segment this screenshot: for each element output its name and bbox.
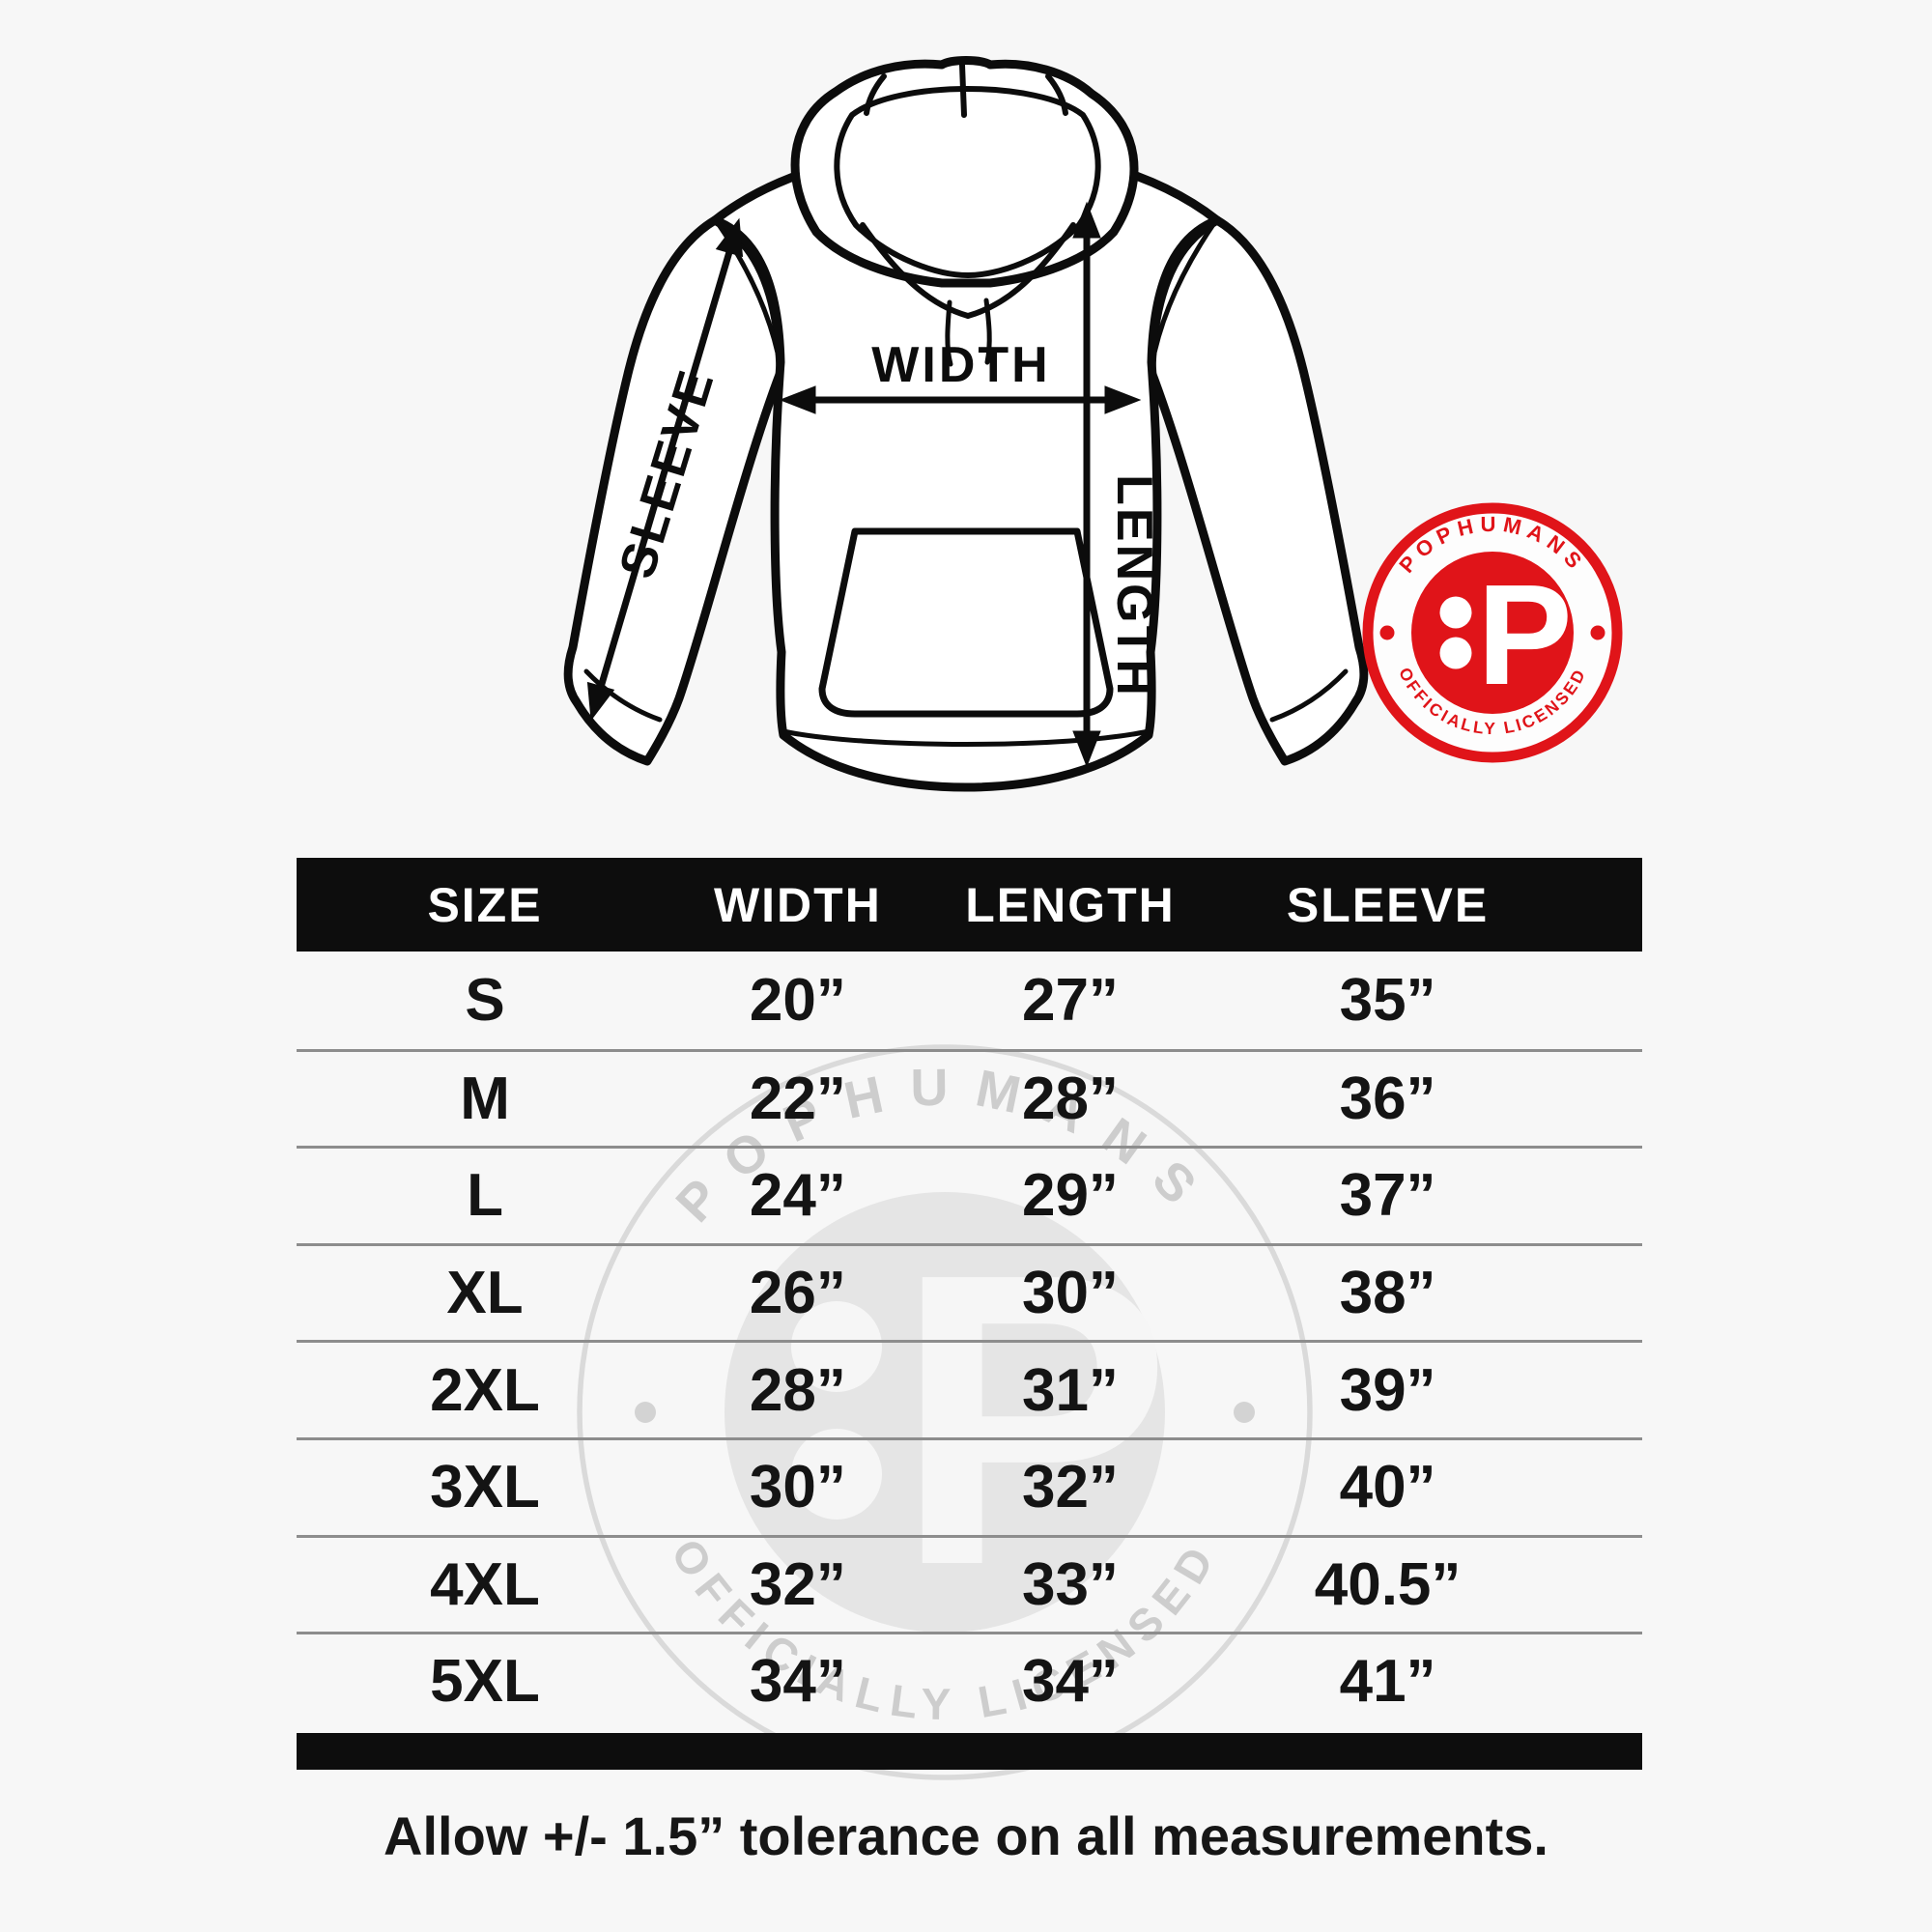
watermark-colon-dot-bottom	[791, 1429, 882, 1520]
watermark-monogram: P	[895, 1188, 1172, 1652]
cell-sleeve: 36”	[1339, 1065, 1436, 1132]
table-header-row: SIZE WIDTH LENGTH SLEEVE	[297, 858, 1642, 952]
cell-sleeve: 39”	[1339, 1356, 1436, 1424]
table-row: M 22” 28” 36”	[297, 1048, 1642, 1147]
cell-sleeve: 35”	[1339, 966, 1436, 1034]
cell-length: 33”	[1021, 1550, 1119, 1618]
cell-size: 3XL	[430, 1454, 540, 1521]
cell-size: S	[465, 966, 505, 1034]
hood-v-left-line	[860, 222, 971, 319]
header-size: SIZE	[427, 877, 543, 932]
cell-width: 26”	[749, 1260, 846, 1327]
cell-sleeve: 40”	[1339, 1454, 1436, 1521]
cell-length: 28”	[1021, 1065, 1119, 1132]
cell-length: 27”	[1021, 966, 1119, 1034]
drawstring-left	[945, 299, 953, 367]
table-body: S 20” 27” 35” M 22” 28” 36” L 24” 29” 37…	[297, 952, 1642, 1729]
hoodie-hood	[790, 56, 1139, 288]
header-sleeve: SLEEVE	[1286, 877, 1490, 932]
cell-width: 28”	[749, 1356, 846, 1424]
cell-sleeve: 41”	[1339, 1648, 1436, 1716]
hood-v-right-line	[965, 222, 1076, 319]
tolerance-note: Allow +/- 1.5” tolerance on all measurem…	[384, 1805, 1548, 1866]
size-table: SIZE WIDTH LENGTH SLEEVE S 20” 27” 35” M…	[297, 858, 1642, 1770]
length-measure-label: LENGTH	[1106, 474, 1162, 698]
cell-size: 2XL	[430, 1356, 540, 1424]
cell-sleeve: 40.5”	[1314, 1550, 1462, 1618]
table-row: 2XL 28” 31” 39”	[297, 1340, 1642, 1437]
sleeve-arrow	[586, 217, 744, 722]
right-cuff-seam	[1269, 668, 1349, 723]
hood-opening-line	[834, 86, 1101, 279]
badge-center-disc	[1411, 552, 1574, 714]
watermark-outer-ring	[577, 1044, 1313, 1780]
cell-length: 31”	[1021, 1356, 1119, 1424]
width-measure-label: WIDTH	[871, 337, 1050, 393]
watermark-colon-dot-top	[791, 1301, 882, 1392]
length-arrow	[1072, 201, 1101, 768]
hoodie-pocket	[818, 527, 1114, 718]
cell-size: M	[460, 1065, 510, 1132]
hood-fold-left	[864, 73, 887, 116]
badge-colon-dot-bottom	[1439, 637, 1472, 669]
hoodie-measurement-diagram: WIDTH LENGTH SLEEVE	[563, 56, 1369, 792]
table-row: 5XL 34” 34” 41”	[297, 1632, 1642, 1729]
table-row: 4XL 32” 33” 40.5”	[297, 1534, 1642, 1633]
table-row: L 24” 29” 37”	[297, 1146, 1642, 1243]
cell-width: 24”	[749, 1162, 846, 1230]
badge-monogram: P	[1477, 555, 1573, 715]
hoodie-right-sleeve	[1147, 215, 1369, 766]
badge-left-dot	[1379, 625, 1395, 640]
left-cuff-seam	[583, 668, 663, 723]
width-arrow	[779, 385, 1142, 414]
drawstring-right	[983, 298, 992, 365]
hem-band-seam	[781, 728, 1151, 747]
cell-width: 34”	[749, 1648, 846, 1716]
header-length: LENGTH	[965, 877, 1176, 932]
table-row: S 20” 27” 35”	[297, 952, 1642, 1049]
cell-length: 30”	[1021, 1260, 1119, 1327]
badge-colon-dot-top	[1439, 596, 1472, 629]
cell-size: L	[467, 1162, 503, 1230]
cell-length: 32”	[1021, 1454, 1119, 1521]
badge-right-dot	[1590, 625, 1605, 640]
cell-size: 4XL	[430, 1550, 540, 1618]
right-armhole-seam	[1149, 220, 1217, 370]
cell-width: 22”	[749, 1065, 846, 1132]
cell-length: 34”	[1021, 1648, 1119, 1716]
header-width: WIDTH	[713, 877, 882, 932]
watermark-right-dot	[1234, 1402, 1255, 1423]
hood-fold-right	[1045, 73, 1068, 116]
cell-width: 32”	[749, 1550, 846, 1618]
cell-width: 30”	[749, 1454, 846, 1521]
table-row: 3XL 30” 32” 40”	[297, 1436, 1642, 1535]
cell-width: 20”	[749, 966, 846, 1034]
cell-sleeve: 38”	[1339, 1260, 1436, 1327]
cell-sleeve: 37”	[1339, 1162, 1436, 1230]
cell-size: 5XL	[430, 1648, 540, 1716]
table-row: XL 26” 30” 38”	[297, 1242, 1642, 1341]
cell-size: XL	[446, 1260, 524, 1327]
pophumans-watermark: POPHUMANS OFFICIALLY LICENSED P	[577, 1044, 1313, 1780]
table-bottom-bar	[297, 1732, 1642, 1770]
hood-center-seam	[959, 62, 967, 118]
cell-length: 29”	[1021, 1162, 1119, 1230]
pophumans-official-badge: POPHUMANS OFFICIALLY LICENSED P	[1362, 502, 1623, 763]
watermark-left-dot	[635, 1402, 656, 1423]
